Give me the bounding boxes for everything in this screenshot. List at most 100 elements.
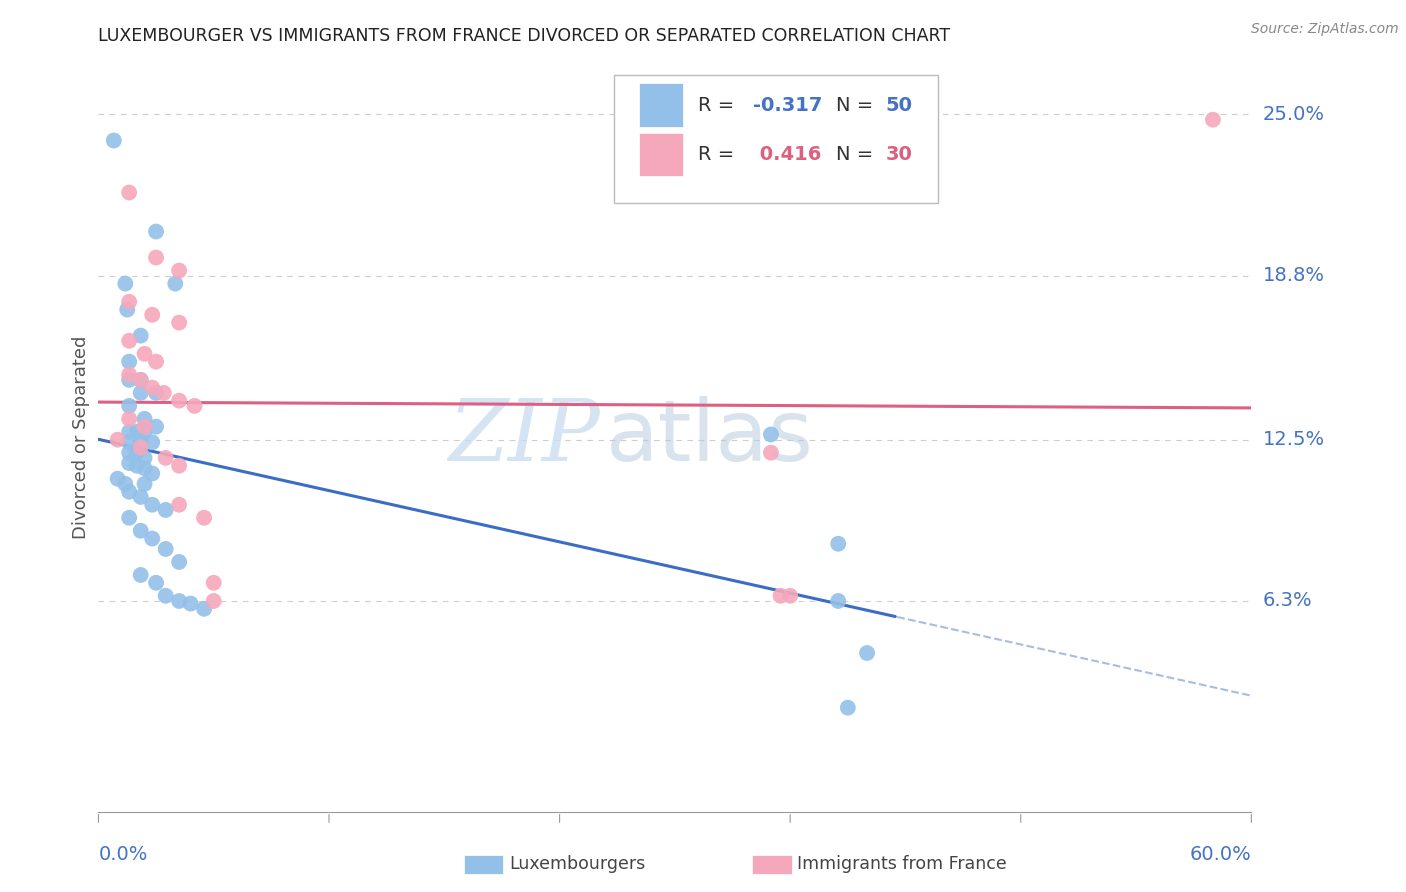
Point [134, 419, 156, 434]
Point [856, 646, 879, 660]
Text: N =: N = [837, 95, 880, 115]
Point [155, 503, 177, 517]
Point [118, 435, 141, 450]
Point [129, 328, 152, 343]
Text: 0.416: 0.416 [754, 145, 821, 164]
Point [155, 450, 177, 465]
Point [134, 450, 156, 465]
Point [118, 510, 141, 524]
Point [155, 541, 177, 556]
Point [114, 277, 136, 291]
Point [129, 373, 152, 387]
Point [827, 537, 849, 551]
Bar [640, 84, 683, 127]
Bar [640, 133, 683, 177]
Point [769, 589, 792, 603]
Point [141, 467, 163, 481]
Text: -0.317: -0.317 [754, 95, 823, 115]
Text: N =: N = [837, 145, 880, 164]
Point [183, 399, 205, 413]
Point [118, 456, 141, 470]
Point [125, 446, 148, 460]
Point [145, 419, 167, 434]
Point [1202, 112, 1225, 127]
FancyBboxPatch shape [614, 75, 938, 203]
Point [167, 316, 190, 330]
Point [129, 435, 152, 450]
Point [145, 225, 167, 239]
Point [129, 385, 152, 400]
Point [165, 277, 187, 291]
Point [141, 532, 163, 546]
Point [167, 393, 190, 408]
Point [145, 575, 167, 590]
Point [107, 472, 129, 486]
Point [759, 427, 782, 442]
Point [134, 461, 156, 475]
Point [167, 458, 190, 473]
Point [145, 354, 167, 368]
Point [118, 368, 141, 382]
Point [125, 425, 148, 439]
Point [134, 477, 156, 491]
Text: ZIP: ZIP [449, 396, 600, 478]
Point [167, 263, 190, 277]
Point [202, 594, 225, 608]
Text: LUXEMBOURGER VS IMMIGRANTS FROM FRANCE DIVORCED OR SEPARATED CORRELATION CHART: LUXEMBOURGER VS IMMIGRANTS FROM FRANCE D… [98, 27, 950, 45]
Point [129, 373, 152, 387]
Point [118, 484, 141, 499]
Point [129, 490, 152, 504]
Point [145, 251, 167, 265]
Point [118, 412, 141, 426]
Point [118, 334, 141, 348]
Point [141, 498, 163, 512]
Point [167, 498, 190, 512]
Point [117, 302, 138, 317]
Point [134, 412, 156, 426]
Text: 60.0%: 60.0% [1189, 845, 1251, 864]
Text: 0.0%: 0.0% [98, 845, 148, 864]
Text: Luxembourgers: Luxembourgers [509, 855, 645, 873]
Text: 30: 30 [886, 145, 912, 164]
Text: 50: 50 [886, 95, 912, 115]
Point [180, 597, 202, 611]
Point [125, 458, 148, 473]
Point [107, 433, 129, 447]
Point [152, 385, 174, 400]
Text: R =: R = [697, 145, 741, 164]
Point [134, 347, 156, 361]
Point [202, 575, 225, 590]
Point [141, 381, 163, 395]
Point [118, 294, 141, 309]
Point [837, 700, 859, 714]
Text: 12.5%: 12.5% [1263, 430, 1324, 450]
Point [129, 524, 152, 538]
Text: R =: R = [697, 95, 741, 115]
Point [118, 373, 141, 387]
Point [759, 446, 782, 460]
Point [129, 568, 152, 582]
Point [103, 133, 125, 147]
Point [193, 602, 215, 616]
Point [827, 594, 849, 608]
Y-axis label: Divorced or Separated: Divorced or Separated [72, 335, 90, 539]
Text: 6.3%: 6.3% [1263, 591, 1312, 610]
Text: atlas: atlas [606, 395, 814, 479]
Point [118, 354, 141, 368]
Point [145, 385, 167, 400]
Point [193, 510, 215, 524]
Point [141, 308, 163, 322]
Text: 25.0%: 25.0% [1263, 105, 1324, 124]
Text: 18.8%: 18.8% [1263, 267, 1324, 285]
Point [118, 186, 141, 200]
Point [134, 425, 156, 439]
Point [141, 435, 163, 450]
Point [167, 594, 190, 608]
Point [779, 589, 801, 603]
Point [118, 399, 141, 413]
Text: Source: ZipAtlas.com: Source: ZipAtlas.com [1251, 22, 1399, 37]
Point [118, 425, 141, 439]
Point [155, 589, 177, 603]
Text: Immigrants from France: Immigrants from France [797, 855, 1007, 873]
Point [129, 441, 152, 455]
